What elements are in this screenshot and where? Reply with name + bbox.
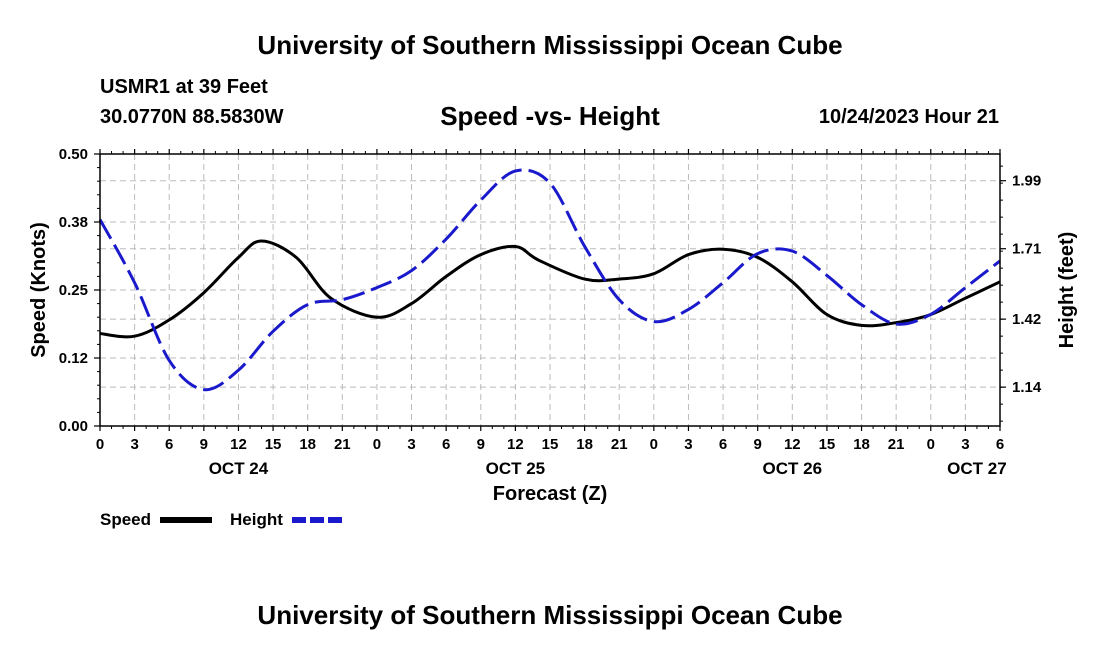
series-layer xyxy=(98,168,1001,392)
y2-tick-label: 1.42 xyxy=(1012,311,1041,328)
x-tick-label: 6 xyxy=(719,436,727,453)
date-label: OCT 27 xyxy=(947,459,1007,478)
date-label: OCT 26 xyxy=(763,459,823,478)
chart-main-title: University of Southern Mississippi Ocean… xyxy=(257,30,843,60)
y-tick-label: 0.25 xyxy=(59,282,88,299)
y-tick-label: 0.12 xyxy=(59,350,88,367)
y2-tick-label: 1.71 xyxy=(1012,241,1041,258)
station-name: USMR1 at 39 Feet xyxy=(100,76,268,98)
y-axis-title: Speed (Knots) xyxy=(28,222,50,358)
y2-tick-label: 1.99 xyxy=(1012,173,1041,190)
x-tick-label: 21 xyxy=(611,436,628,453)
y2-axis-title: Height (feet) xyxy=(1056,232,1078,349)
x-tick-label: 18 xyxy=(299,436,316,453)
x-tick-label: 3 xyxy=(684,436,692,453)
x-tick-label: 18 xyxy=(576,436,593,453)
y-tick-label: 0.00 xyxy=(59,418,88,435)
x-tick-label: 0 xyxy=(927,436,935,453)
x-tick-label: 3 xyxy=(407,436,415,453)
x-tick-label: 21 xyxy=(888,436,905,453)
label-layer: 0 3 6 9 12 15 18 21 0 3 6 9 12 15 18 21 0 3 6 9 12 15 18 21 0 3 6 O… xyxy=(59,146,1042,478)
x-tick-label: 0 xyxy=(373,436,381,453)
x-tick-label: 15 xyxy=(819,436,836,453)
date-label: OCT 24 xyxy=(209,459,269,478)
tick-layer xyxy=(94,149,1006,431)
x-tick-label: 3 xyxy=(961,436,969,453)
x-tick-label: 9 xyxy=(200,436,208,453)
y2-tick-label: 1.14 xyxy=(1012,379,1042,396)
x-tick-label: 6 xyxy=(996,436,1004,453)
chart-subtitle: Speed -vs- Height xyxy=(440,101,660,131)
chart-legend: Speed Height xyxy=(100,510,342,529)
x-tick-label: 12 xyxy=(784,436,801,453)
legend-label-speed: Speed xyxy=(100,510,151,529)
forecast-timestamp: 10/24/2023 Hour 21 xyxy=(818,106,999,128)
x-tick-label: 15 xyxy=(265,436,282,453)
grid-layer xyxy=(100,154,1000,426)
x-tick-label: 12 xyxy=(507,436,524,453)
series-line-speed xyxy=(99,239,1001,339)
x-tick-label: 12 xyxy=(230,436,247,453)
y-tick-label: 0.50 xyxy=(59,146,88,163)
x-axis-title: Forecast (Z) xyxy=(493,483,607,505)
x-tick-label: 0 xyxy=(96,436,104,453)
chart-footer-title: University of Southern Mississippi Ocean… xyxy=(257,600,843,630)
x-tick-label: 0 xyxy=(650,436,658,453)
series-line-height xyxy=(98,168,1001,392)
x-tick-label: 6 xyxy=(165,436,173,453)
x-tick-label: 6 xyxy=(442,436,450,453)
y-tick-label: 0.38 xyxy=(59,214,88,231)
x-tick-label: 21 xyxy=(334,436,351,453)
date-label: OCT 25 xyxy=(486,459,546,478)
x-tick-label: 18 xyxy=(853,436,870,453)
x-tick-label: 15 xyxy=(542,436,559,453)
x-tick-label: 9 xyxy=(477,436,485,453)
legend-label-height: Height xyxy=(230,510,283,529)
x-tick-label: 9 xyxy=(754,436,762,453)
x-tick-label: 3 xyxy=(130,436,138,453)
station-coordinates: 30.0770N 88.5830W xyxy=(100,106,284,128)
